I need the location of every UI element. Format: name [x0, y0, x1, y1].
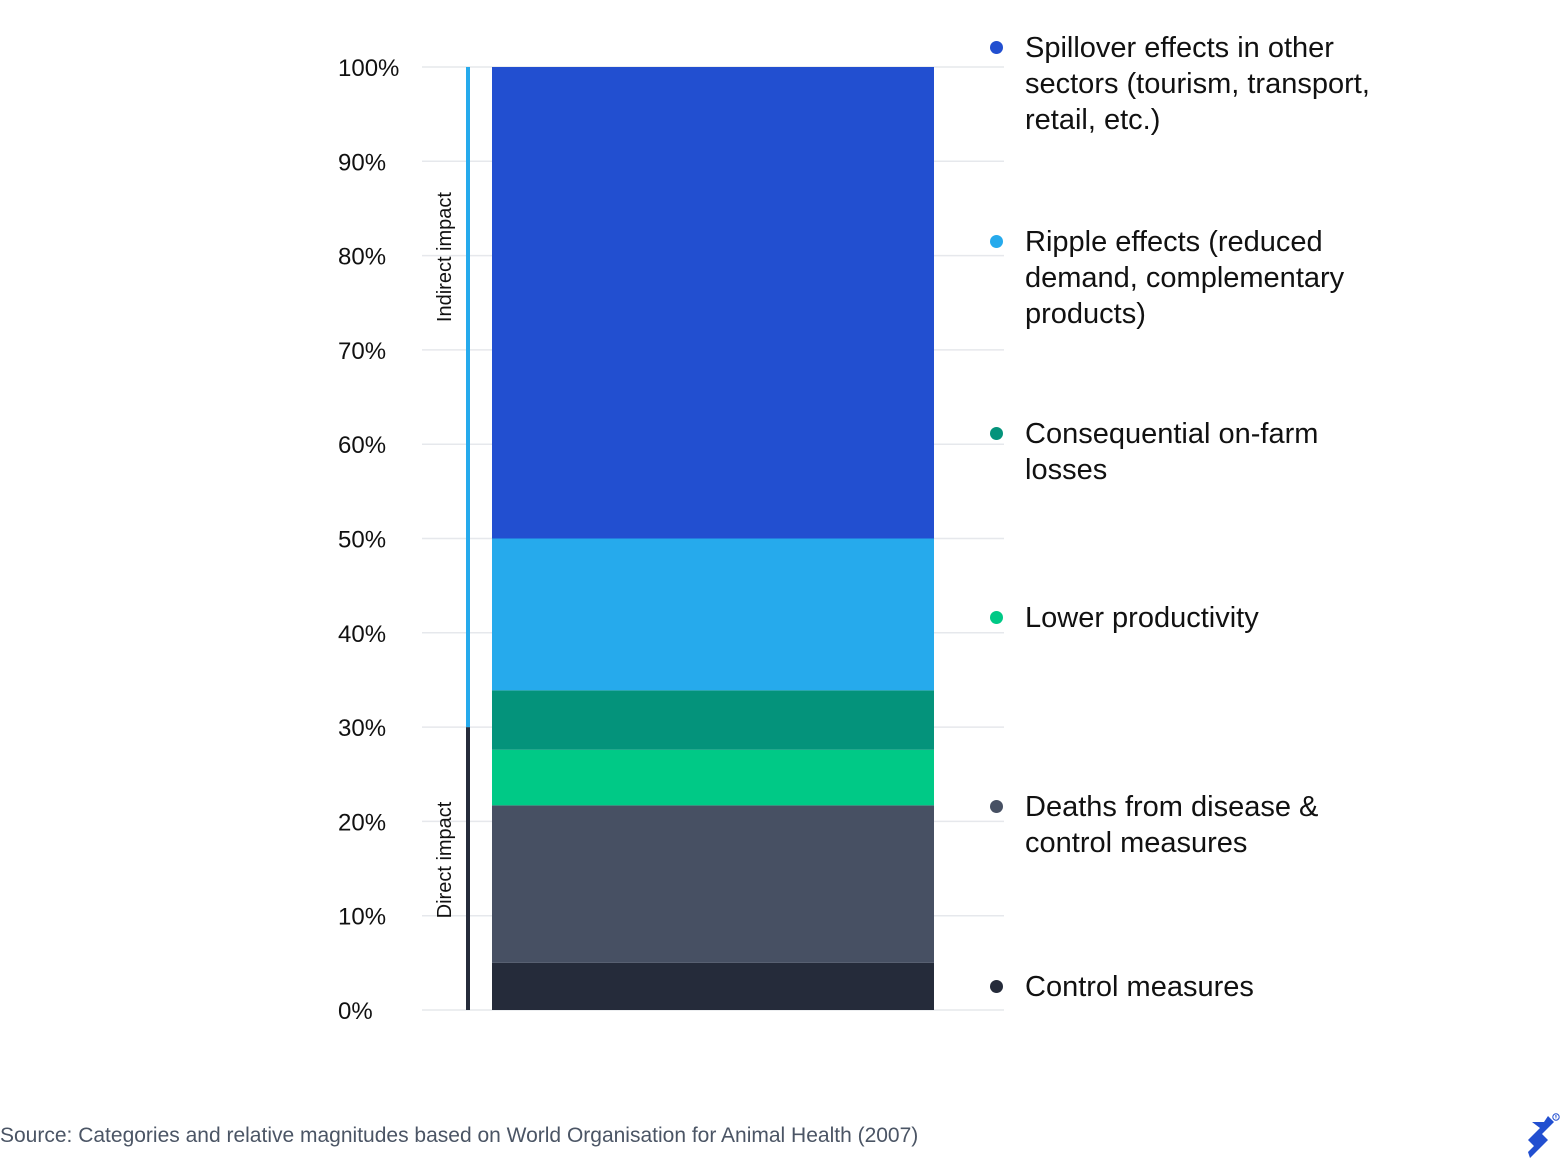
bar-segment-4 [492, 538, 934, 691]
bar-segment-3 [492, 690, 934, 750]
y-tick-label: 70% [338, 338, 386, 365]
legend-label: Deaths from disease & control measures [1025, 791, 1319, 859]
legend-item: Deaths from disease & control measures [990, 789, 1405, 861]
legend-label: Control measures [1025, 971, 1254, 1003]
bar-segment-2 [492, 749, 934, 806]
y-tick-label: 50% [338, 527, 386, 554]
legend-item: Lower productivity [990, 600, 1405, 636]
legend-item: Spillover effects in other sectors (tour… [990, 30, 1405, 138]
legend-label: Spillover effects in other sectors (tour… [1025, 32, 1370, 136]
y-tick-label: 80% [338, 244, 386, 271]
bracket-label-1: Indirect impact [434, 192, 456, 322]
legend-item: Ripple effects (reduced demand, compleme… [990, 224, 1405, 332]
legend-item: Consequential on-farm losses [990, 416, 1405, 488]
y-tick-label: 40% [338, 621, 386, 648]
y-tick-label: 90% [338, 149, 386, 176]
legend-dot [990, 800, 1003, 813]
y-tick-label: 60% [338, 432, 386, 459]
source-note: Source: Categories and relative magnitud… [0, 1124, 919, 1147]
legend-dot [990, 427, 1003, 440]
y-axis-ticks: 0% 10% 20% 30% 40% 50% 60% 70% 80% 90% 100% [338, 55, 399, 1025]
legend-dot [990, 41, 1003, 54]
legend-dot [990, 611, 1003, 624]
impact-brackets: Direct impact Indirect impact [434, 67, 470, 1010]
bar-segment-1 [492, 805, 934, 963]
legend-label: Ripple effects (reduced demand, compleme… [1025, 226, 1345, 330]
legend-dot [990, 235, 1003, 248]
legend-dot [990, 980, 1003, 993]
y-tick-label: 10% [338, 904, 386, 931]
stacked-bar [492, 67, 934, 1010]
legend-label: Lower productivity [1025, 602, 1259, 634]
legend-label: Consequential on-farm losses [1025, 418, 1319, 486]
svg-text:R: R [1555, 1115, 1558, 1120]
y-tick-label: 0% [338, 998, 373, 1025]
y-tick-label: 20% [338, 809, 386, 836]
bracket-label-0: Direct impact [434, 801, 456, 918]
bar-segment-0 [492, 962, 934, 1010]
toptal-logo-icon: R [1528, 1113, 1560, 1158]
y-tick-label: 30% [338, 715, 386, 742]
bar-segment-5 [492, 67, 934, 539]
y-tick-label: 100% [338, 55, 399, 82]
legend-item: Control measures [990, 969, 1405, 1005]
stacked-bar-chart: 0% 10% 20% 30% 40% 50% 60% 70% 80% 90% 100% Direct… [338, 55, 1004, 1025]
